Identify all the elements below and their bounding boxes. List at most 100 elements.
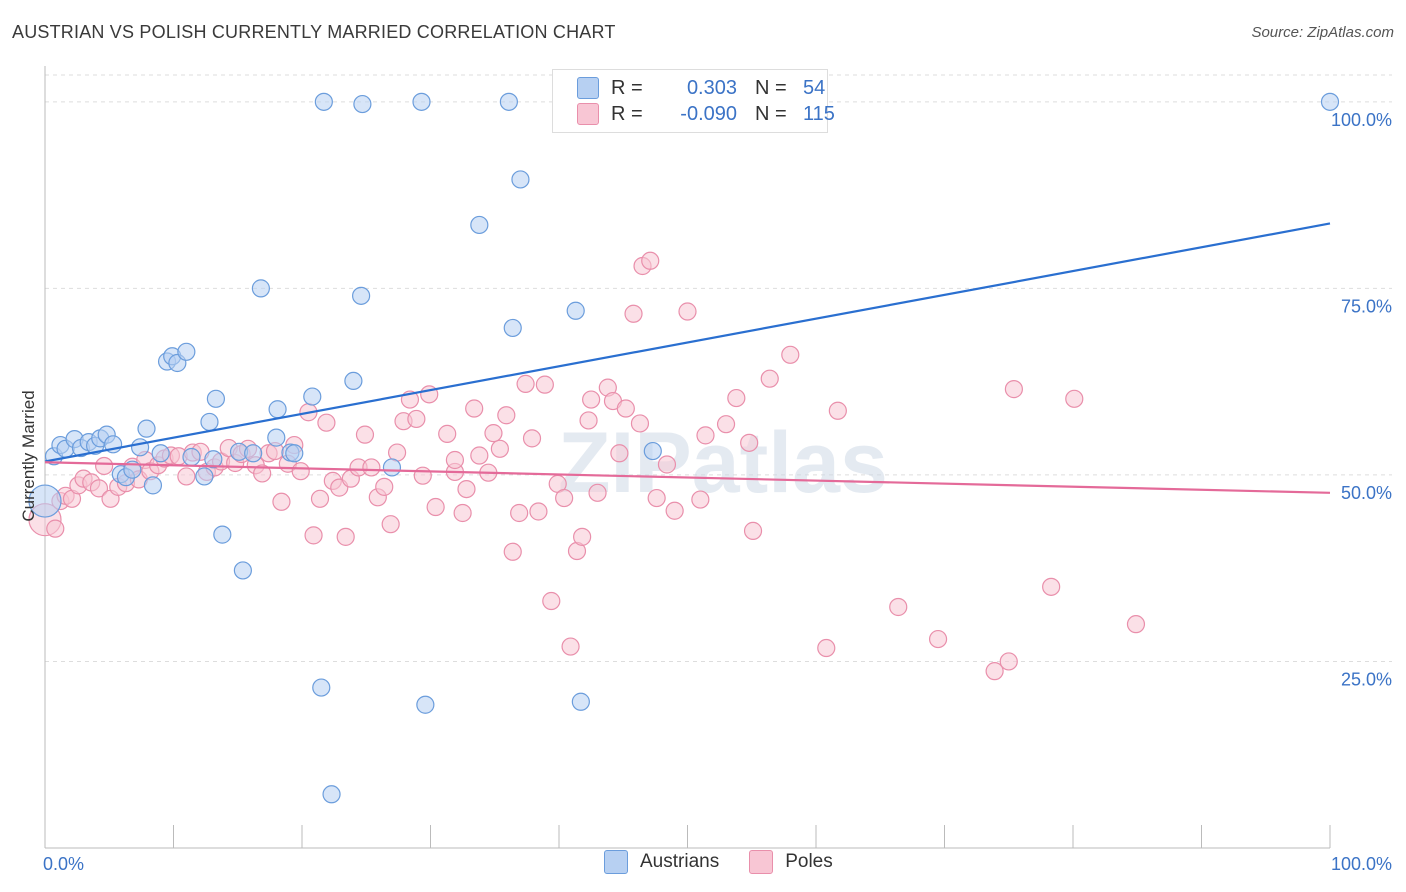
data-point (657, 455, 677, 474)
data-point (510, 503, 529, 523)
data-point (740, 433, 759, 452)
legend-item-poles[interactable]: Poles (749, 850, 833, 874)
data-point (696, 426, 715, 445)
x-tick-label: 0.0% (43, 854, 84, 874)
data-point (516, 374, 535, 393)
data-point (529, 502, 548, 521)
y-axis-label: Currently Married (19, 390, 38, 521)
data-point (665, 501, 684, 520)
austrians-points (28, 92, 1340, 804)
austrians-trend-line (44, 222, 1331, 463)
data-point (542, 591, 561, 611)
y-tick-label: 100.0% (1331, 110, 1392, 130)
data-point (470, 446, 489, 465)
data-point (195, 467, 214, 486)
data-point (828, 401, 847, 420)
data-point (407, 409, 426, 429)
data-point (678, 302, 697, 321)
data-point (382, 458, 402, 477)
data-point (781, 345, 800, 364)
legend-item-austrians[interactable]: Austrians (604, 850, 719, 874)
data-point (643, 441, 662, 461)
poles-swatch (577, 103, 599, 125)
data-point (579, 411, 598, 430)
data-point (535, 375, 554, 394)
r-label: R = (611, 76, 643, 99)
data-point (465, 399, 484, 418)
data-point (95, 456, 114, 476)
data-point (1320, 92, 1340, 111)
poles-points (28, 251, 1146, 681)
data-point (571, 692, 590, 711)
data-point (89, 479, 109, 498)
data-point (445, 450, 465, 470)
data-point (310, 489, 330, 508)
data-point (267, 428, 286, 447)
data-point (177, 342, 196, 361)
stats-legend: R = 0.303 N = 54 R = -0.090 N = 115 (552, 69, 835, 133)
data-point (151, 444, 170, 463)
austrians-swatch (577, 77, 599, 99)
data-point (561, 637, 580, 656)
legend-label-poles: Poles (785, 851, 833, 872)
data-point (1004, 380, 1023, 399)
data-point (233, 561, 252, 580)
data-point (204, 450, 223, 469)
data-point (251, 279, 270, 298)
data-point (817, 638, 836, 658)
data-point (610, 444, 629, 463)
data-point (1126, 615, 1146, 634)
data-point (582, 390, 601, 409)
tick-labels: 25.0% 50.0% 75.0% 100.0% 0.0% 100.0% (43, 110, 1392, 874)
data-point (641, 251, 660, 270)
data-point (362, 458, 381, 477)
data-point (573, 527, 592, 546)
stats-row-poles: R = -0.090 N = 115 (577, 102, 835, 126)
r-value: 0.303 (686, 76, 737, 99)
data-point (522, 429, 542, 448)
y-tick-label: 75.0% (1341, 296, 1392, 316)
data-point (511, 170, 530, 189)
data-point (1065, 389, 1084, 408)
data-point (285, 444, 304, 463)
n-label: N = (755, 76, 787, 99)
data-point (244, 444, 263, 463)
stats-row-austrians: R = 0.303 N = 54 (577, 76, 825, 100)
data-point (130, 438, 150, 457)
data-point (137, 419, 156, 438)
data-point (143, 476, 163, 495)
data-point (375, 477, 394, 496)
x-tick-label: 100.0% (1331, 854, 1392, 874)
data-point (177, 467, 196, 486)
data-point (503, 318, 522, 338)
data-point (716, 415, 736, 434)
data-point (470, 215, 489, 235)
data-point (727, 388, 746, 408)
data-point (503, 542, 522, 561)
data-point (691, 490, 710, 509)
data-point (317, 413, 336, 432)
n-value: 115 (803, 102, 835, 125)
data-point (303, 387, 322, 406)
y-tick-label: 50.0% (1341, 483, 1392, 503)
n-label: N = (755, 102, 787, 125)
data-point (272, 492, 291, 511)
data-point (985, 662, 1004, 681)
data-point (206, 389, 226, 408)
source-label: Source: ZipAtlas.com (1251, 24, 1394, 41)
data-point (630, 414, 650, 433)
data-point (928, 629, 948, 649)
poles-legend-swatch (749, 850, 774, 874)
data-point (28, 484, 62, 518)
data-point (484, 424, 503, 443)
data-point (616, 399, 635, 418)
data-point (304, 526, 323, 545)
data-point (200, 412, 219, 432)
austrians-legend-swatch (604, 850, 628, 874)
data-point (624, 304, 643, 323)
data-point (497, 406, 516, 425)
series-legend: Austrians Poles (604, 850, 863, 874)
data-point (182, 447, 201, 467)
data-point (457, 480, 476, 499)
r-value: -0.090 (680, 102, 737, 125)
